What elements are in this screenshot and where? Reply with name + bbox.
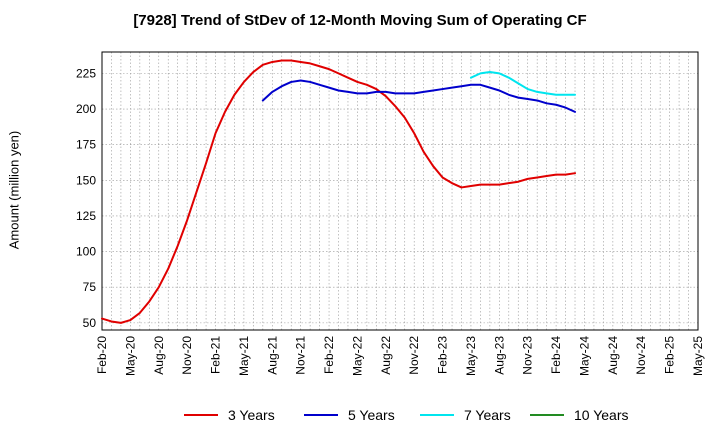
x-tick-label: May-24 [577, 336, 591, 376]
series-line-3-years [101, 59, 577, 324]
legend-item: 5 Years [304, 406, 395, 424]
legend-label: 10 Years [574, 407, 629, 423]
legend-label: 3 Years [228, 407, 275, 423]
x-tick-label: Feb-20 [95, 336, 109, 374]
plot-frame [101, 51, 699, 331]
x-tick-label: May-22 [350, 336, 364, 376]
legend-swatch [530, 414, 564, 416]
legend-label: 5 Years [348, 407, 395, 423]
legend-item: 10 Years [530, 406, 629, 424]
x-tick-label: Aug-24 [606, 336, 620, 375]
y-tick-label: 200 [76, 102, 96, 116]
y-tick-label: 75 [83, 280, 97, 294]
y-tick-label: 150 [76, 173, 96, 187]
axis-layer: 50 75 100 125 150 175 200 225 Feb-20 May-20 Aug-20… [76, 51, 705, 376]
legend: 3 Years 5 Years 7 Years 10 Years [0, 406, 720, 426]
series-line-7-years [469, 70, 577, 96]
x-tick-label: May-20 [123, 336, 137, 376]
x-tick-label: May-23 [464, 336, 478, 376]
y-tick-label: 225 [76, 66, 96, 80]
x-tick-label: Feb-22 [322, 336, 336, 374]
y-tick-label: 125 [76, 209, 96, 223]
x-tick-label: Aug-22 [379, 336, 393, 375]
legend-swatch [184, 414, 218, 416]
x-tick-label: Feb-21 [209, 336, 223, 374]
x-tick-label: Aug-23 [492, 336, 506, 375]
y-tick-label: 50 [83, 316, 97, 330]
legend-swatch [420, 414, 454, 416]
y-tick-label: 100 [76, 245, 96, 259]
legend-label: 7 Years [464, 407, 511, 423]
x-tick-label: Aug-21 [265, 336, 279, 375]
x-tick-label: Aug-20 [152, 336, 166, 375]
series-line-5-years [261, 79, 577, 113]
y-tick-label: 175 [76, 138, 96, 152]
legend-item: 7 Years [420, 406, 511, 424]
x-tick-label: May-21 [237, 336, 251, 376]
x-tick-label: Nov-20 [180, 336, 194, 375]
legend-item: 3 Years [184, 406, 275, 424]
x-tick-label: Nov-21 [294, 336, 308, 375]
grid-layer [101, 52, 699, 330]
x-tick-label: Nov-23 [521, 336, 535, 375]
x-tick-label: May-25 [691, 336, 705, 376]
chart-title: [7928] Trend of StDev of 12-Month Moving… [133, 12, 587, 29]
x-tick-label: Nov-24 [634, 336, 648, 375]
legend-swatch [304, 414, 338, 416]
x-tick-label: Feb-25 [663, 336, 677, 374]
x-tick-label: Nov-22 [407, 336, 421, 375]
series-layer [101, 59, 577, 324]
x-tick-label: Feb-24 [549, 336, 563, 374]
x-tick-label: Feb-23 [436, 336, 450, 374]
